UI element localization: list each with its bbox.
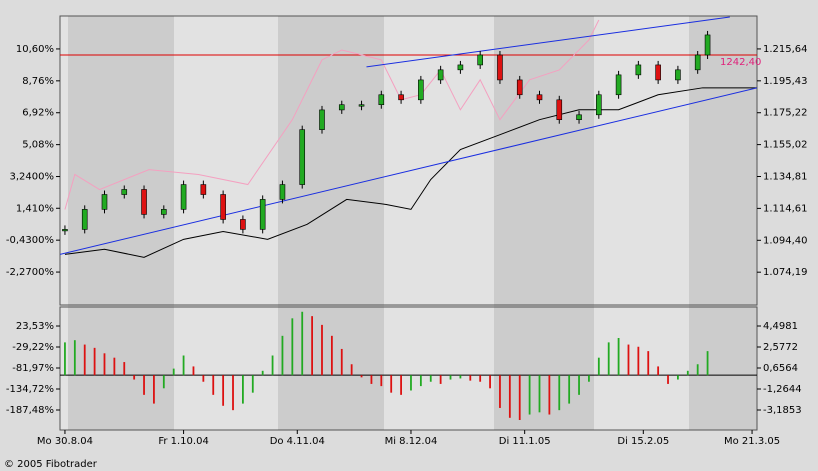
candle bbox=[694, 54, 701, 71]
y-tick-label: 1.074,19 bbox=[763, 267, 808, 278]
candle bbox=[141, 189, 147, 215]
candle bbox=[675, 69, 681, 81]
y2-tick-label: 23,53% bbox=[16, 321, 54, 332]
x-tick-label: Di 15.2.05 bbox=[617, 436, 669, 447]
x-tick-label: Mo 30.8.04 bbox=[37, 436, 93, 447]
y-tick-label: 1.155,02 bbox=[763, 140, 808, 151]
y-tick-label: 2,5772 bbox=[763, 342, 798, 353]
candle bbox=[516, 79, 523, 96]
y-tick-label: 1.215,64 bbox=[763, 44, 808, 55]
candle bbox=[121, 189, 128, 195]
candle bbox=[418, 79, 424, 101]
y2-tick-label: 5,08% bbox=[22, 140, 54, 151]
y-tick-label: 1.094,40 bbox=[763, 235, 808, 246]
y2-tick-label: -2,2700% bbox=[6, 267, 54, 278]
candle bbox=[576, 114, 582, 120]
candle bbox=[615, 74, 622, 96]
candle bbox=[81, 209, 88, 230]
axes: 1.215,64 1.195,43 1.175,22 1.155,02 1.134,81… bbox=[6, 44, 808, 447]
main-panel bbox=[60, 16, 757, 305]
candle bbox=[378, 94, 385, 106]
candle bbox=[220, 194, 226, 220]
candle bbox=[101, 194, 108, 210]
y-tick-label: 1.175,22 bbox=[763, 108, 808, 119]
x-tick-label: Mi 8.12.04 bbox=[385, 436, 438, 447]
candle bbox=[319, 109, 325, 130]
candle bbox=[180, 184, 187, 210]
y2-tick-label: 1,410% bbox=[16, 203, 54, 214]
lower-panel bbox=[60, 307, 757, 430]
y-tick-label: 1.195,43 bbox=[763, 76, 808, 87]
candle bbox=[437, 69, 444, 81]
candle bbox=[338, 104, 345, 111]
y2-tick-label: -29,22% bbox=[12, 342, 54, 353]
candle bbox=[704, 34, 711, 56]
annotation: 1242,40 bbox=[720, 57, 761, 68]
x-tick-label: Fr 1.10.04 bbox=[158, 436, 208, 447]
y2-tick-label: -81,97% bbox=[12, 363, 54, 374]
candle bbox=[655, 64, 661, 81]
candle bbox=[596, 94, 602, 116]
main-frame bbox=[59, 15, 758, 306]
candle bbox=[299, 129, 306, 185]
footer: © 2005 Fibotrader bbox=[4, 459, 98, 470]
candle bbox=[279, 184, 286, 200]
candle bbox=[398, 94, 404, 101]
candle bbox=[457, 64, 464, 71]
y2-tick-label: -134,72% bbox=[6, 384, 54, 395]
indicator-line bbox=[64, 87, 757, 258]
y-tick-label: 0,6564 bbox=[763, 363, 798, 374]
x-tick-label: Mo 21.3.05 bbox=[724, 436, 780, 447]
candle bbox=[200, 184, 207, 195]
main-plot bbox=[60, 16, 757, 258]
candle bbox=[161, 209, 167, 215]
trend-line bbox=[60, 87, 757, 255]
candle bbox=[536, 94, 543, 101]
candle bbox=[240, 219, 246, 230]
lower-plot bbox=[60, 311, 757, 420]
y2-tick-label: 3,2400% bbox=[10, 172, 55, 183]
y-tick-label: 1.134,81 bbox=[763, 172, 808, 183]
candle bbox=[497, 54, 503, 81]
y2-tick-label: 6,92% bbox=[22, 108, 54, 119]
y2-tick-label: 10,60% bbox=[16, 44, 54, 55]
trend-line bbox=[366, 16, 730, 68]
candle bbox=[556, 99, 563, 120]
month-shading bbox=[68, 16, 757, 430]
candle bbox=[62, 229, 68, 232]
candle bbox=[259, 199, 266, 230]
y-tick-label: 4,4981 bbox=[763, 321, 798, 332]
x-tick-label: Di 11.1.05 bbox=[499, 436, 551, 447]
candle bbox=[635, 64, 642, 76]
candle bbox=[477, 54, 483, 66]
candle bbox=[358, 104, 365, 107]
y-tick-label: -1,2644 bbox=[763, 384, 802, 395]
y2-tick-label: 8,76% bbox=[22, 76, 54, 87]
y2-tick-label: -0,4300% bbox=[6, 235, 54, 246]
y-tick-label: -3,1853 bbox=[763, 405, 802, 416]
x-tick-label: Do 4.11.04 bbox=[270, 436, 325, 447]
y-tick-label: 1.114,61 bbox=[763, 203, 808, 214]
y2-tick-label: -187,48% bbox=[6, 405, 54, 416]
